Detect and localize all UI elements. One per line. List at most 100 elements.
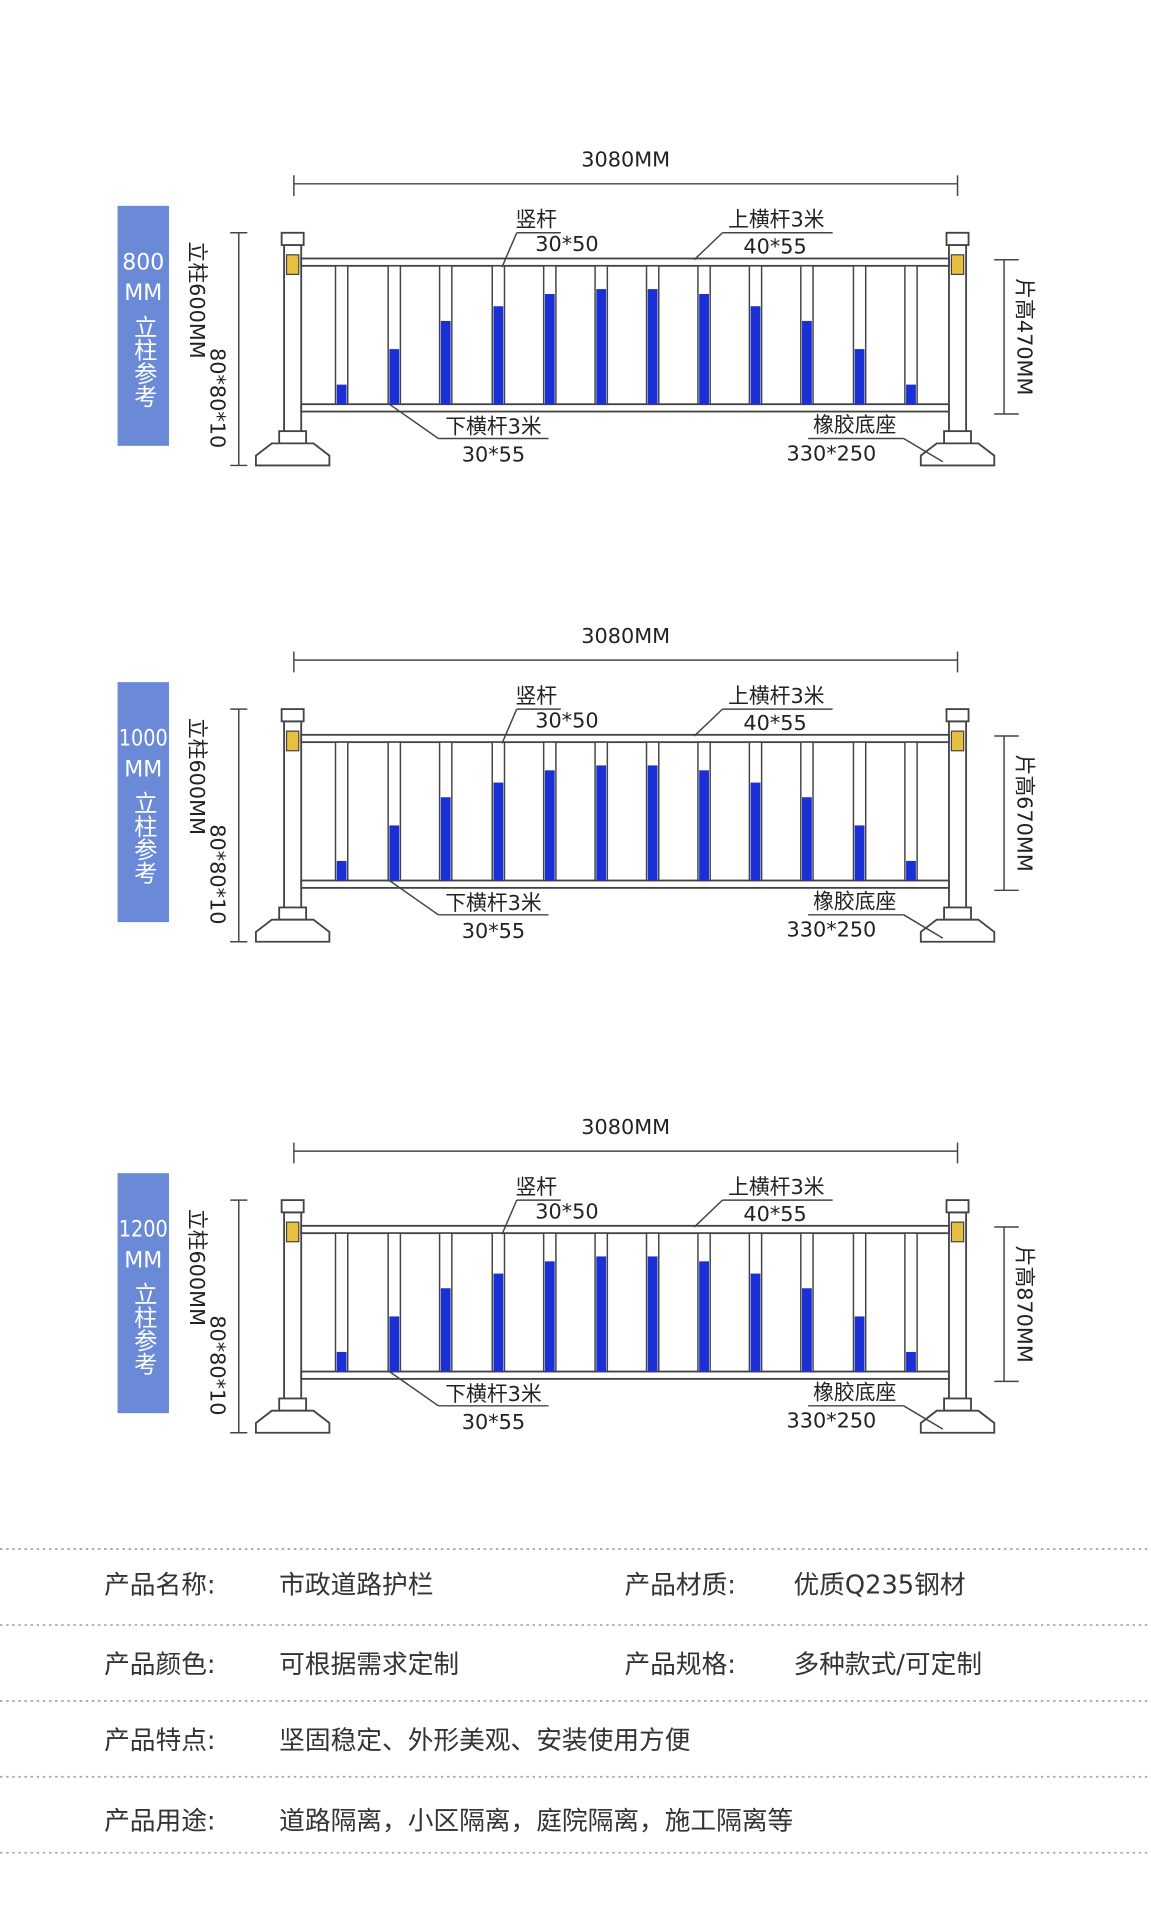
spec-label: 产品特点: [104,1726,215,1756]
vertical-bar-fill [906,1351,916,1372]
vertical-bar [334,1232,349,1373]
top-rail [300,733,950,744]
line [388,403,439,440]
vertical-bar-fill [493,1273,504,1372]
width-label: 3080MM [581,148,670,172]
vertical-bar-fill [440,320,451,405]
side-box [117,682,169,923]
line [501,232,518,268]
vertical-bar-fill [544,1261,555,1372]
vertical-bar-fill [647,765,658,881]
vertical-bar-spec: 30*50 [535,708,598,732]
bottom-rail [300,403,950,413]
vertical-bar-fill [802,320,812,405]
vertical-bar-fill [440,1288,451,1372]
vertical-bar-fill [802,1288,812,1372]
vertical-bar-fill [854,349,865,405]
vertical-bar-fill [493,782,504,881]
bottom-rail-label: 下横杆3米 [445,1382,542,1406]
fence-diagram: 3080MM800MM立柱参考立柱600MM80*80*10片高470MM竖杆3… [117,148,1037,467]
spec-label: 产品材质: [624,1570,735,1600]
width-label: 3080MM [581,1115,670,1139]
spec-label: 产品颜色: [104,1650,215,1680]
top-rail-spec: 40*55 [743,234,806,258]
spec-value: 可根据需求定制 [279,1650,459,1680]
base-label: 橡胶底座 [813,890,896,914]
post-foot [943,430,972,445]
post-foot [943,1397,972,1412]
post-marker [285,1221,300,1243]
side-box [117,1173,169,1414]
bottom-rail-label: 下横杆3米 [445,414,542,438]
spec-value: 优质Q235钢材 [793,1570,965,1600]
post-ref: 立柱参考 [130,315,158,408]
vertical-bar-fill [647,1256,658,1372]
post-cap [945,231,970,246]
post-foot [943,906,972,921]
post-height: 立柱600MM [185,718,209,835]
line [388,1370,439,1407]
line [903,437,944,463]
size-unit: MM [124,281,162,306]
vertical-bar-fill [596,765,607,881]
panel-height: 片高870MM [1013,1246,1037,1363]
vertical-bar-label: 竖杆 [516,208,558,232]
vertical-bar [904,265,918,405]
width-label: 3080MM [581,624,670,648]
post-spec: 80*80*10 [206,1315,230,1415]
vertical-bar-spec: 30*50 [535,1199,598,1223]
post-ref: 立柱参考 [130,1282,158,1375]
spec-value: 坚固稳定、外形美观、安装使用方便 [279,1726,690,1756]
post-foot [278,906,308,921]
bottom-rail-label: 下横杆3米 [445,891,542,915]
spec-value: 多种款式/可定制 [793,1650,982,1680]
line [693,1199,723,1228]
vertical-bar-fill [750,306,761,405]
vertical-bar-fill [493,306,504,405]
size-label: 800 [122,250,164,275]
size-unit: MM [124,757,162,782]
spec-value: 道路隔离，小区隔离，庭院隔离，施工隔离等 [279,1807,793,1837]
post-cap [945,708,970,723]
base-spec: 330*250 [787,441,877,465]
vertical-bar-fill [544,770,555,881]
top-rail-spec: 40*55 [743,1202,806,1226]
panel-height: 片高470MM [1013,278,1037,395]
vertical-bar-fill [750,1273,761,1372]
bottom-rail [300,1370,950,1380]
line [693,232,723,261]
size-unit: MM [124,1248,162,1273]
vertical-bar [334,741,349,882]
vertical-bar-fill [906,384,916,405]
base-label: 橡胶底座 [813,1381,896,1405]
line [388,879,439,916]
post-spec: 80*80*10 [206,824,230,924]
vertical-bar-fill [440,797,451,881]
vertical-bar [904,1232,918,1373]
bottom-rail-spec: 30*55 [462,1410,525,1434]
vertical-bar [334,265,349,405]
vertical-bar-fill [389,825,400,881]
base [254,442,331,467]
top-rail-label: 上横杆3米 [728,208,825,232]
vertical-bar-fill [596,289,607,405]
line [501,1199,518,1235]
vertical-bar-fill [336,860,347,881]
base-spec: 330*250 [787,1409,877,1433]
vertical-bar-fill [389,1316,400,1372]
spec-label: 产品用途: [104,1807,215,1837]
vertical-bar-fill [596,1256,607,1372]
post-height: 立柱600MM [185,242,209,359]
bottom-rail-spec: 30*55 [462,443,525,467]
base-spec: 330*250 [787,918,877,942]
post-marker [285,730,300,752]
vertical-bar [904,741,918,882]
spec-label: 产品名称: [104,1570,215,1600]
base-label: 橡胶底座 [813,413,896,437]
vertical-bar-fill [389,349,400,405]
vertical-bar-spec: 30*50 [535,232,598,256]
vertical-bar-fill [699,770,709,881]
bottom-rail-spec: 30*55 [462,919,525,943]
